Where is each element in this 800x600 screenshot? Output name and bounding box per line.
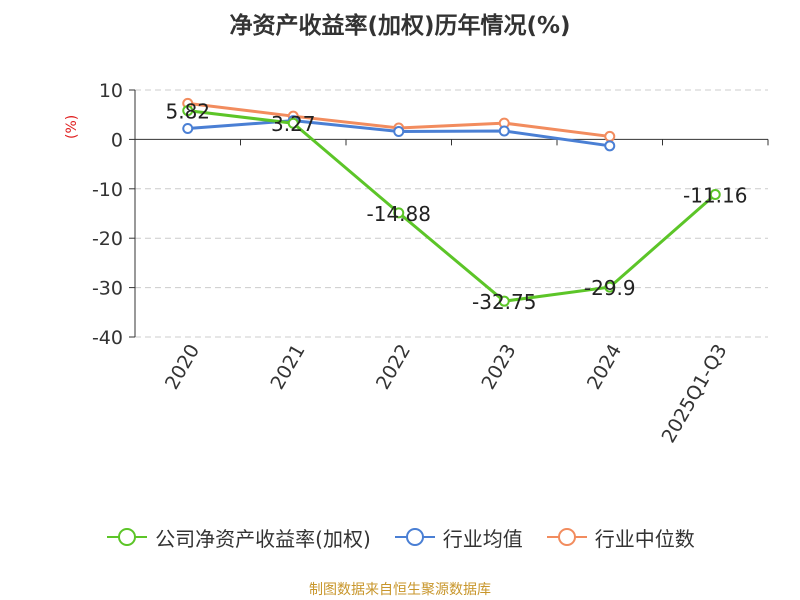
data-point-industry_avg xyxy=(182,123,194,135)
data-point-company xyxy=(393,207,405,219)
x-tick-label: 2021 xyxy=(266,341,309,394)
data-label: -11.16 xyxy=(683,184,747,208)
legend-item-company[interactable]: 公司净资产收益率(加权) xyxy=(105,523,371,552)
data-label: -32.75 xyxy=(472,290,536,314)
data-label: 5.82 xyxy=(165,100,210,124)
data-label: -29.9 xyxy=(584,276,636,300)
legend-item-industry-avg[interactable]: 行业均值 xyxy=(393,523,523,552)
legend-line-icon xyxy=(394,528,435,546)
legend-line-icon xyxy=(546,528,587,546)
data-label: 3.27 xyxy=(271,112,316,136)
legend-line-icon xyxy=(107,528,148,546)
legend-item-industry-median[interactable]: 行业中位数 xyxy=(545,523,695,552)
legend: 公司净资产收益率(加权) 行业均值 行业中位数 xyxy=(0,522,800,552)
chart-title: 净资产收益率(加权)历年情况(%) xyxy=(229,13,571,39)
data-point-company xyxy=(604,281,616,293)
y-tick-label: -30 xyxy=(92,278,123,300)
legend-label: 公司净资产收益率(加权) xyxy=(155,526,371,551)
y-tick-label: 10 xyxy=(99,80,123,102)
data-point-industry_median xyxy=(604,130,616,142)
data-point-company xyxy=(182,105,194,117)
y-tick-label: -10 xyxy=(92,179,123,201)
y-tick-label: -20 xyxy=(92,228,123,250)
data-source-note: 制图数据来自恒生聚源数据库 xyxy=(309,582,491,598)
data-point-company xyxy=(498,295,510,307)
data-point-industry_avg xyxy=(393,125,405,137)
data-point-company xyxy=(709,189,721,201)
data-point-industry_avg xyxy=(498,125,510,137)
y-tick-label: 0 xyxy=(111,129,123,151)
data-point-industry_avg xyxy=(604,140,616,152)
x-tick-label: 2025Q1-Q3 xyxy=(658,341,732,447)
x-tick-label: 2024 xyxy=(583,341,626,394)
legend-label: 行业中位数 xyxy=(594,526,695,551)
x-tick-label: 2020 xyxy=(161,341,204,394)
series-line-company xyxy=(187,109,717,303)
x-tick-label: 2023 xyxy=(477,341,520,394)
data-label: -14.88 xyxy=(367,202,431,226)
y-tick-label: -40 xyxy=(92,327,123,349)
legend-label: 行业均值 xyxy=(442,526,523,551)
x-tick-label: 2022 xyxy=(372,341,415,394)
data-point-company xyxy=(287,117,299,129)
